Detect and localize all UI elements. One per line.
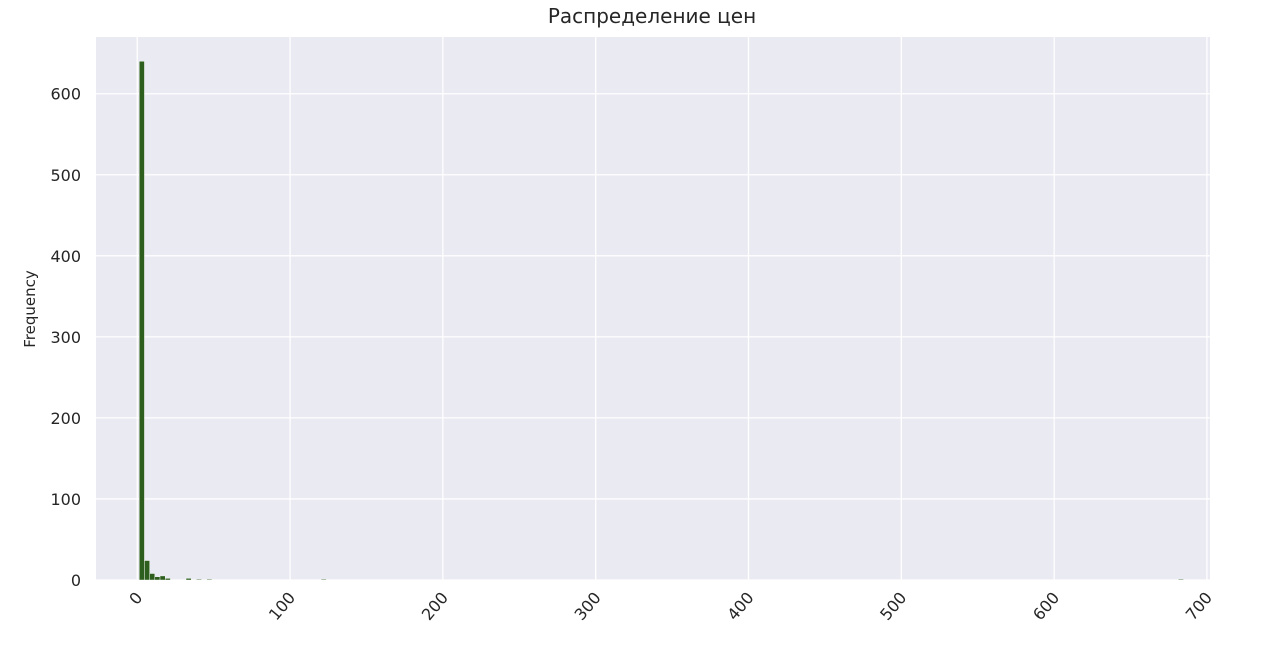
x-tick-label: 500 [876,588,910,624]
y-tick-label: 200 [50,409,81,428]
chart-title: Распределение цен [548,4,756,28]
y-tick-label: 400 [50,247,81,266]
histogram-bar [154,576,161,581]
histogram-bar [320,578,327,581]
y-tick-label: 500 [50,166,81,185]
histogram-bar [144,560,150,581]
histogram-bar [1178,578,1184,581]
x-tick-label: 100 [265,588,299,624]
histogram-bar [185,578,192,581]
y-tick-label: 100 [50,490,81,509]
x-tick-labels: 0 100 200 300 400 500 600 700 [125,588,1216,624]
y-tick-labels: 0 100 200 300 400 500 600 [50,85,81,590]
x-tick-label: 700 [1182,588,1216,624]
x-tick-label: 400 [723,588,757,624]
histogram-bar [196,578,202,581]
x-tick-label: 200 [418,588,452,624]
bars [139,61,1184,581]
histogram-bar [139,61,145,581]
grid-lines [96,37,1210,581]
y-tick-label: 600 [50,85,81,104]
y-tick-label: 0 [71,571,81,590]
histogram-bar [206,578,213,581]
x-tick-label: 0 [125,588,146,608]
y-axis-label: Frequency [21,270,39,348]
histogram-bar [165,578,171,581]
histogram-bar [149,573,156,581]
x-tick-label: 300 [571,588,605,624]
x-tick-label: 600 [1029,588,1063,624]
histogram-bar [159,575,166,581]
plot-area [96,37,1210,580]
y-tick-label: 300 [50,328,81,347]
